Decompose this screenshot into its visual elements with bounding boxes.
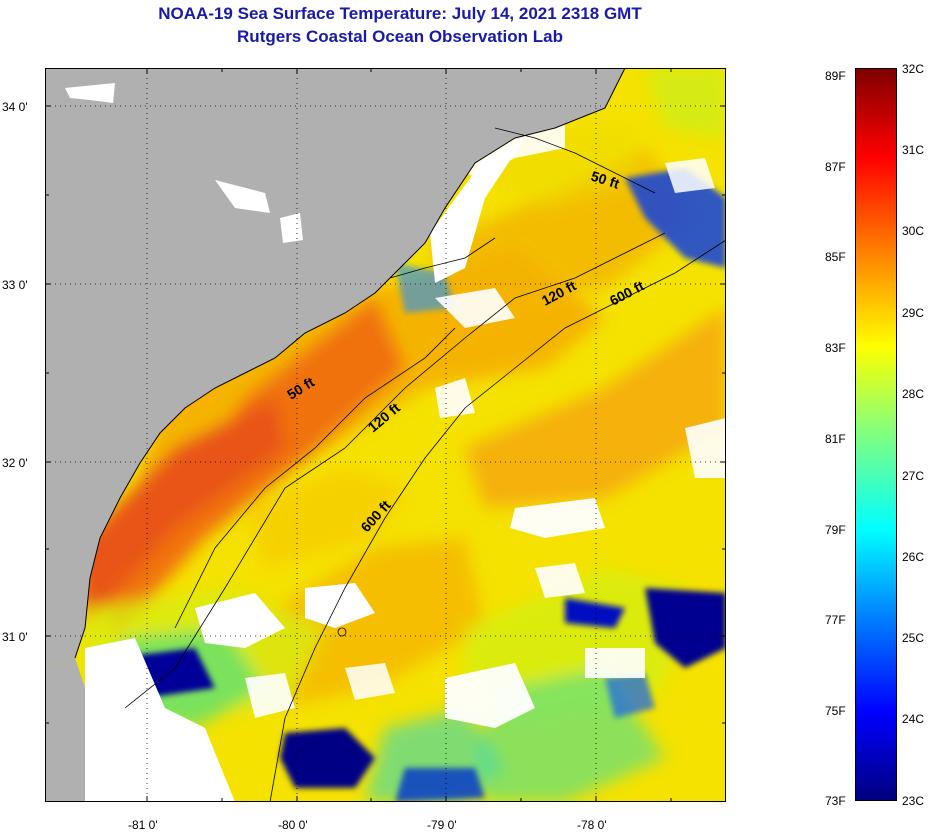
colorbar-label-f: 73F	[825, 794, 846, 808]
colorbar-label-c: 28C	[902, 387, 925, 401]
chart-title: NOAA-19 Sea Surface Temperature: July 14…	[158, 4, 642, 23]
lon-label-79: -79 0'	[427, 818, 457, 832]
colorbar-label-c: 29C	[902, 306, 925, 320]
colorbar-label-c: 31C	[902, 143, 925, 157]
colorbar-label-f: 87F	[825, 160, 846, 174]
colorbar-label-c: 23C	[902, 794, 925, 808]
inland-lake-2	[280, 213, 303, 243]
lat-label-31: 31 0'	[2, 630, 28, 644]
southern-no-data	[85, 638, 235, 802]
inland-lake	[65, 83, 115, 103]
lon-label-80: -80 0'	[278, 818, 308, 832]
lat-label-34: 34 0'	[2, 100, 28, 114]
colorbar-label-c: 32C	[902, 62, 925, 76]
isobath-50ft	[174, 127, 656, 629]
temperature-colorbar	[855, 68, 897, 801]
lon-label-81: -81 0'	[128, 818, 158, 832]
colorbar-label-f: 77F	[825, 613, 846, 627]
coastline	[74, 68, 626, 659]
colorbar-label-f: 79F	[825, 523, 846, 537]
lat-label-33: 33 0'	[2, 278, 28, 292]
colorbar-label-f: 81F	[825, 432, 846, 446]
colorbar-label-c: 25C	[902, 631, 925, 645]
colorbar-label-f: 75F	[825, 704, 846, 718]
colorbar-label-f: 89F	[825, 69, 846, 83]
colorbar-label-c: 30C	[902, 224, 925, 238]
axis-ticks	[45, 68, 726, 802]
colorbar-label-f: 85F	[825, 250, 846, 264]
colorbar-label-c: 24C	[902, 712, 925, 726]
lon-label-78: -78 0'	[577, 818, 607, 832]
chart-subtitle: Rutgers Coastal Ocean Observation Lab	[237, 27, 563, 46]
map-frame	[45, 68, 726, 802]
nearshore-no-data	[430, 138, 525, 283]
lat-label-32: 32 0'	[2, 456, 28, 470]
graticule	[45, 68, 726, 802]
sst-map: 50 ft 120 ft 600 ft 50 ft 120 ft 600 ft	[45, 68, 726, 802]
inland-lake-3	[215, 180, 270, 213]
colorbar-label-c: 26C	[902, 550, 925, 564]
seamount-contour	[337, 627, 347, 637]
land-area	[45, 68, 625, 668]
colorbar-label-f: 83F	[825, 341, 846, 355]
isobath-120ft	[124, 232, 666, 709]
land-south	[45, 658, 85, 802]
isobath-600ft	[269, 239, 726, 802]
colorbar-label-c: 27C	[902, 469, 925, 483]
